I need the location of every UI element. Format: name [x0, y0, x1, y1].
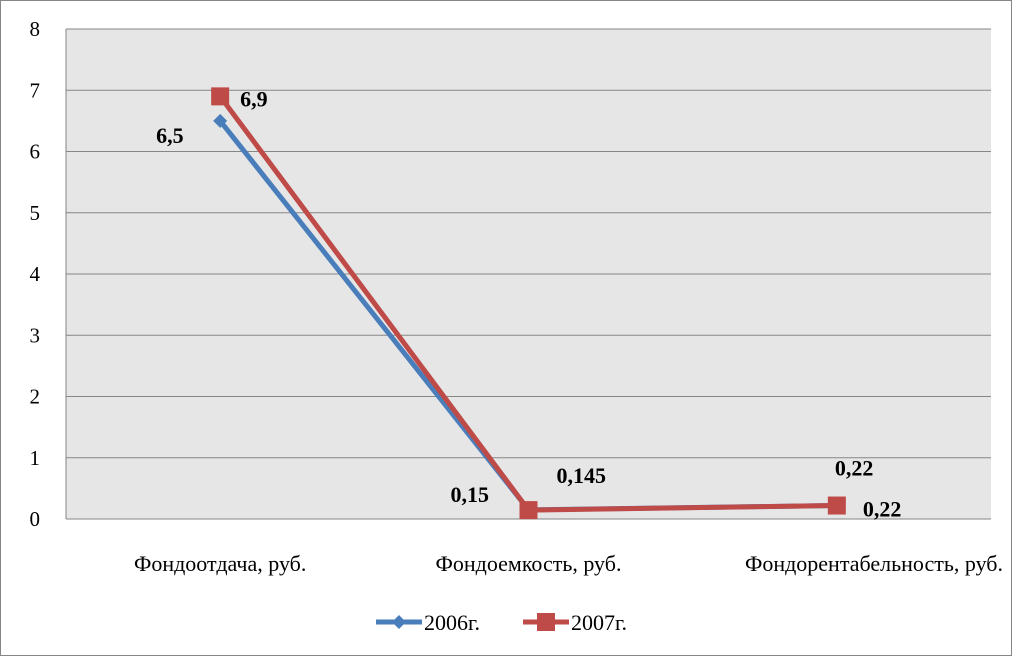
legend-label: 2006г.: [424, 610, 480, 635]
data-label: 6,5: [156, 123, 184, 148]
data-label: 0,145: [557, 463, 607, 488]
data-label: 0,22: [835, 456, 874, 481]
data-point-square: [827, 496, 846, 515]
legend: 2006г. 2007г.: [376, 610, 627, 635]
y-axis-ticks: 0 1 2 3 4 5 6 7 8: [30, 17, 41, 531]
data-labels: 6,5 0,15 0,22 6,9 0,145 0,22: [156, 86, 901, 521]
y-tick-label: 7: [30, 78, 41, 102]
x-tick-label: Фондорентабельность, руб.: [745, 551, 1003, 576]
series-layer: [211, 87, 846, 520]
y-tick-label: 6: [30, 140, 41, 164]
x-tick-label: Фондоемкость, руб.: [436, 551, 622, 576]
legend-label: 2007г.: [571, 610, 627, 635]
data-label: 6,9: [240, 86, 268, 111]
data-label: 0,22: [863, 497, 902, 522]
y-tick-label: 8: [30, 17, 41, 41]
y-tick-label: 5: [30, 201, 41, 225]
data-point-square: [519, 501, 538, 520]
legend-marker-square: [537, 613, 555, 631]
data-label: 0,15: [451, 482, 490, 507]
y-tick-label: 3: [30, 323, 41, 347]
y-tick-label: 0: [30, 507, 41, 531]
y-tick-label: 4: [30, 262, 41, 286]
x-axis-ticks: Фондоотдача, руб. Фондоемкость, руб. Фондо…: [134, 551, 1003, 576]
data-point-square: [211, 87, 230, 106]
legend-marker-diamond: [392, 615, 406, 629]
data-point-diamond: [213, 113, 228, 128]
y-tick-label: 1: [30, 446, 41, 470]
x-tick-label: Фондоотдача, руб.: [134, 551, 306, 576]
y-tick-label: 2: [30, 385, 41, 409]
